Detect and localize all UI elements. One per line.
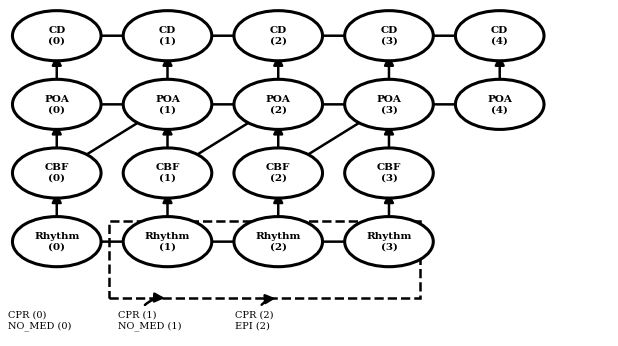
Text: Rhythm
(3): Rhythm (3) bbox=[366, 232, 412, 251]
Text: POA
(4): POA (4) bbox=[487, 95, 512, 114]
Text: POA
(2): POA (2) bbox=[266, 95, 290, 114]
Text: CBF
(2): CBF (2) bbox=[266, 163, 290, 183]
Text: CD
(4): CD (4) bbox=[491, 26, 509, 45]
Ellipse shape bbox=[123, 79, 212, 129]
Text: CD
(0): CD (0) bbox=[48, 26, 66, 45]
Text: CBF
(0): CBF (0) bbox=[44, 163, 69, 183]
Ellipse shape bbox=[12, 217, 101, 267]
Ellipse shape bbox=[12, 11, 101, 61]
Text: Rhythm
(1): Rhythm (1) bbox=[145, 232, 190, 251]
Ellipse shape bbox=[345, 148, 433, 198]
Ellipse shape bbox=[455, 79, 544, 129]
Text: Rhythm
(2): Rhythm (2) bbox=[256, 232, 301, 251]
Text: CD
(3): CD (3) bbox=[380, 26, 397, 45]
Text: CPR (1)
NO_MED (1): CPR (1) NO_MED (1) bbox=[118, 310, 182, 331]
Text: CBF
(3): CBF (3) bbox=[377, 163, 401, 183]
Text: POA
(1): POA (1) bbox=[155, 95, 180, 114]
Ellipse shape bbox=[345, 217, 433, 267]
Ellipse shape bbox=[12, 79, 101, 129]
Ellipse shape bbox=[234, 217, 323, 267]
Ellipse shape bbox=[345, 79, 433, 129]
Text: POA
(3): POA (3) bbox=[376, 95, 402, 114]
Bar bbox=[109, 221, 420, 298]
Ellipse shape bbox=[123, 217, 212, 267]
Ellipse shape bbox=[123, 11, 212, 61]
Text: CD
(1): CD (1) bbox=[159, 26, 176, 45]
Ellipse shape bbox=[123, 148, 212, 198]
Text: CPR (0)
NO_MED (0): CPR (0) NO_MED (0) bbox=[7, 310, 71, 331]
Text: Rhythm
(0): Rhythm (0) bbox=[34, 232, 80, 251]
Ellipse shape bbox=[234, 11, 323, 61]
Text: CBF
(1): CBF (1) bbox=[155, 163, 180, 183]
Ellipse shape bbox=[234, 148, 323, 198]
Text: CD
(2): CD (2) bbox=[269, 26, 287, 45]
Ellipse shape bbox=[455, 11, 544, 61]
Text: CPR (2)
EPI (2): CPR (2) EPI (2) bbox=[235, 311, 274, 330]
Ellipse shape bbox=[345, 11, 433, 61]
Ellipse shape bbox=[12, 148, 101, 198]
Ellipse shape bbox=[234, 79, 323, 129]
Text: POA
(0): POA (0) bbox=[44, 95, 69, 114]
